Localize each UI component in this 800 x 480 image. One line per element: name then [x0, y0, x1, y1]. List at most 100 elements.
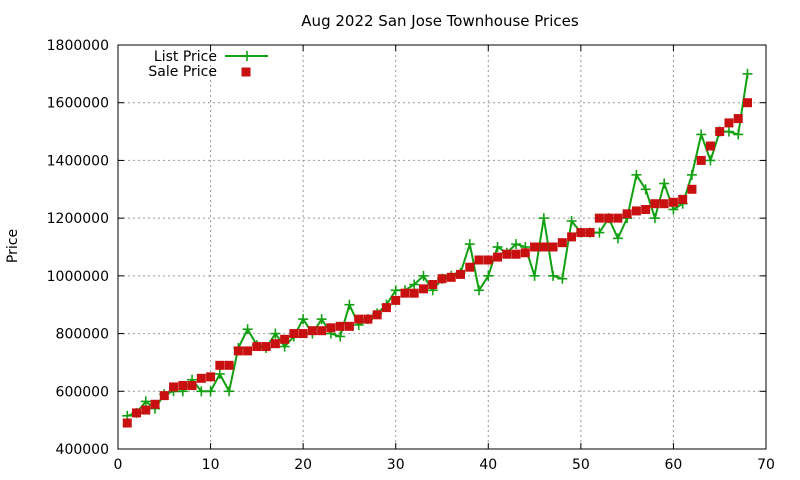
grid-lines [118, 45, 766, 449]
sale-price-point [557, 238, 567, 248]
plot-area-border [117, 44, 767, 450]
sale-price-point [604, 213, 614, 223]
list-price-point [224, 386, 235, 397]
list-price-point [723, 126, 734, 137]
sale-price-point [641, 204, 651, 214]
sale-price-point [270, 339, 280, 349]
sale-price-point [418, 284, 428, 294]
x-tick-label: 20 [294, 457, 312, 473]
list-price-point [733, 129, 744, 140]
sale-price-point [446, 272, 456, 282]
sale-price-point [224, 360, 234, 370]
list-price-point [696, 129, 707, 140]
sale-price-point [548, 242, 558, 252]
sale-price-point [511, 249, 521, 259]
sale-price-point [280, 334, 290, 344]
sale-price-point [243, 346, 253, 356]
sale-price-point [159, 391, 169, 401]
list-price-point [742, 68, 753, 79]
x-tick-label: 60 [665, 457, 683, 473]
sale-price-point [530, 242, 540, 252]
sale-price-point [335, 321, 345, 331]
x-tick-label: 40 [479, 457, 497, 473]
sale-price-point [400, 288, 410, 298]
sale-price-point [678, 194, 688, 204]
y-tick-label: 400000 [56, 442, 109, 458]
sale-price-point [317, 326, 327, 336]
y-tick-label: 1800000 [47, 38, 109, 54]
list-price-point [344, 299, 355, 310]
list-price-point [242, 324, 253, 335]
list-price-point [140, 396, 151, 407]
sale-price-point [261, 342, 271, 352]
sale-price-point [169, 382, 179, 392]
list-price-point [390, 285, 401, 296]
list-price-point [659, 178, 670, 189]
legend-label-sale-price: Sale Price [148, 64, 217, 80]
sale-price-point [474, 255, 484, 265]
list-price-point [649, 213, 660, 224]
x-tick-label: 50 [572, 457, 590, 473]
sale-price-point [483, 255, 493, 265]
list-price-point [705, 155, 716, 166]
chart-title: Aug 2022 San Jose Townhouse Prices [301, 12, 579, 30]
list-price-point [335, 331, 346, 342]
sale-price-point [696, 155, 706, 165]
y-tick-label: 1000000 [47, 269, 109, 285]
sale-price-point [298, 329, 308, 339]
list-price-point [474, 285, 485, 296]
y-tick-label: 600000 [56, 384, 109, 400]
list-price-point [631, 169, 642, 180]
y-axis: 400000 600000 800000 1000000 1200000 1400000 1… [47, 38, 766, 458]
list-price-point [686, 169, 697, 180]
x-tick-label: 30 [387, 457, 405, 473]
list-price-point [316, 314, 327, 325]
list-price-line [126, 73, 749, 417]
sale-price-point [372, 310, 382, 320]
list-price-point [594, 227, 605, 238]
sale-price-point [381, 303, 391, 313]
list-price-point [538, 213, 549, 224]
sale-price-point [742, 98, 752, 108]
y-tick-label: 1600000 [47, 96, 109, 112]
sale-price-point [307, 326, 317, 336]
list-price-point [529, 270, 540, 281]
sale-price-point [733, 114, 743, 124]
sale-price-point [196, 373, 206, 383]
list-price-point [196, 386, 207, 397]
sale-price-point [206, 372, 216, 382]
sale-price-point [215, 360, 225, 370]
legend: List Price Sale Price [148, 49, 268, 80]
sale-price-point [631, 206, 641, 216]
sale-price-point [668, 197, 678, 207]
sale-price-point [687, 184, 697, 194]
sale-price-point [539, 242, 549, 252]
x-tick-label: 10 [202, 457, 220, 473]
list-price-point [298, 314, 309, 325]
sale-price-point [354, 314, 364, 324]
sale-price-point [705, 141, 715, 151]
sale-price-point [650, 199, 660, 209]
y-tick-label: 800000 [56, 327, 109, 343]
list-price-point [270, 328, 281, 339]
list-price-point [548, 270, 559, 281]
y-tick-label: 1200000 [47, 211, 109, 227]
list-price-point [483, 270, 494, 281]
sale-price-point [502, 249, 512, 259]
list-price-point [612, 233, 623, 244]
list-price-point [409, 279, 420, 290]
x-tick-label: 70 [757, 457, 775, 473]
legend-marker-sale-price [241, 67, 251, 77]
sale-price-point [150, 399, 160, 409]
sale-price-point [409, 288, 419, 298]
sale-price-point [344, 321, 354, 331]
sale-price-point [391, 295, 401, 305]
y-axis-label: Price [5, 229, 21, 263]
list-price-point [205, 386, 216, 397]
sale-price-point [122, 418, 132, 428]
list-price-point [214, 368, 225, 379]
sale-price-point [724, 118, 734, 128]
sale-price-point [493, 252, 503, 262]
sale-price-point [187, 381, 197, 391]
